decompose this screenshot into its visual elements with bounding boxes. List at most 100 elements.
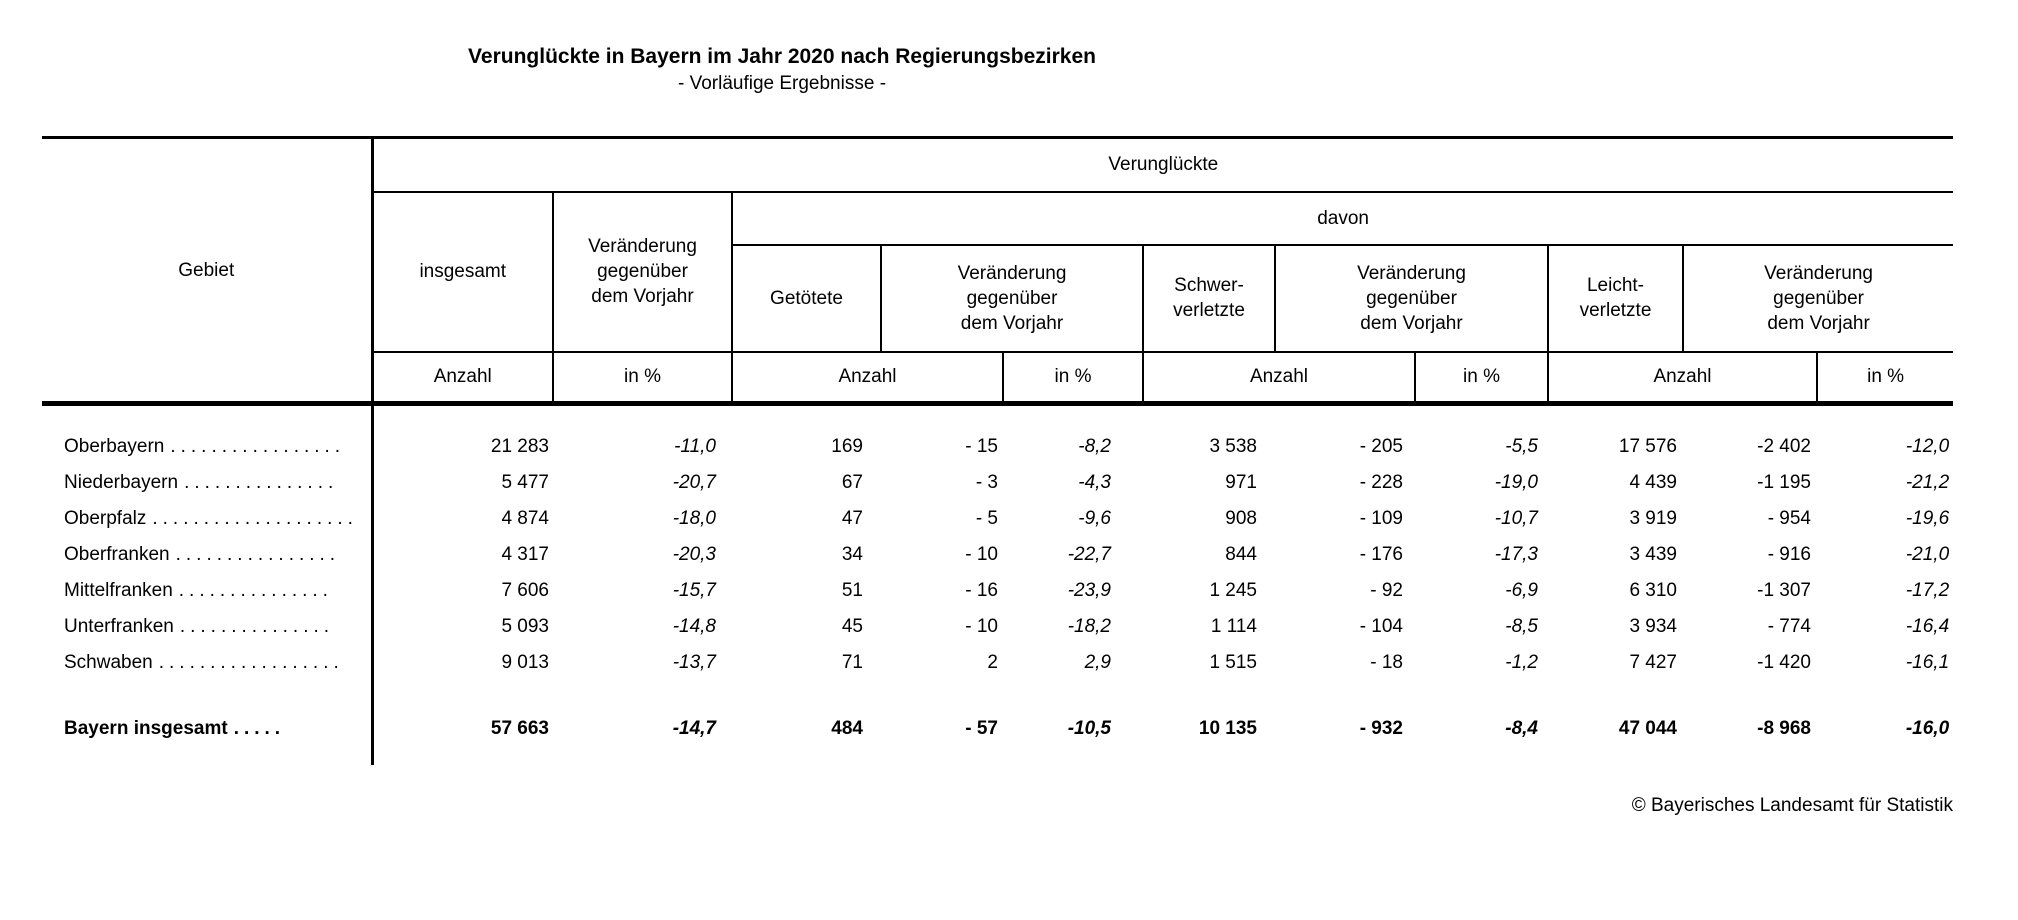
value-cell: -16,4	[1905, 615, 1950, 637]
value-cell: -6,9	[1505, 579, 1538, 601]
value-cell: 4 317	[501, 543, 549, 565]
value-cell: 908	[1225, 507, 1257, 529]
value-cell: 17 576	[1618, 435, 1677, 457]
header-prozent-schwerverletzte: in %	[1415, 351, 1549, 406]
value-cell: - 92	[1370, 579, 1403, 601]
value-cell: -19,0	[1494, 471, 1538, 493]
value-cell: -11,0	[674, 435, 716, 457]
value-cell: 7 427	[1629, 651, 1677, 673]
region-cell: Schwaben..................	[42, 644, 374, 681]
region-cell: Mittelfranken...............	[42, 572, 374, 609]
dot-leader: ....................	[152, 507, 358, 529]
value-cell: -12,0	[1905, 435, 1950, 457]
value-cell: -18,0	[672, 507, 716, 529]
header-veraenderung-getoetete: Veränderung gegenüber dem Vorjahr	[881, 244, 1144, 353]
header-davon: davon	[732, 191, 1954, 246]
value-cell: -22,7	[1067, 543, 1111, 565]
header-anzahl-schwerverletzte: Anzahl	[1143, 351, 1416, 406]
dot-leader: ...............	[184, 471, 339, 493]
value-cell: - 954	[1767, 507, 1811, 529]
value-cell: 4 439	[1629, 471, 1677, 493]
value-cell: 169	[831, 435, 863, 457]
value-cell: -10,7	[1494, 507, 1538, 529]
value-cell: - 916	[1767, 543, 1811, 565]
header-anzahl-getoetete: Anzahl	[732, 351, 1004, 406]
value-cell: -1,2	[1505, 651, 1538, 673]
value-cell: -1 307	[1757, 579, 1811, 601]
region-label: Niederbayern	[64, 471, 179, 493]
region-cell: Unterfranken...............	[42, 608, 374, 645]
spacer-cell	[372, 681, 1953, 709]
value-cell: -17,3	[1494, 543, 1538, 565]
value-cell: -14,7	[672, 717, 716, 739]
value-cell: - 10	[965, 615, 998, 637]
dot-leader: ................	[175, 543, 341, 565]
value-cell: -21,2	[1905, 471, 1950, 493]
value-cell: 67	[841, 471, 863, 493]
title-block: Verunglückte in Bayern im Jahr 2020 nach…	[42, 44, 1522, 98]
page-subtitle: - Vorläufige Ergebnisse -	[677, 73, 887, 94]
value-cell: 71	[841, 651, 863, 673]
header-prozent-insgesamt: in %	[553, 351, 733, 406]
header-veraenderung-schwerverletzte: Veränderung gegenüber dem Vorjahr	[1275, 244, 1549, 353]
header-anzahl-leichtverletzte: Anzahl	[1548, 351, 1818, 406]
value-cell: 1 114	[1210, 615, 1257, 637]
value-cell: - 774	[1767, 615, 1811, 637]
value-cell: 34	[841, 543, 863, 565]
value-cell: 6 310	[1629, 579, 1677, 601]
table-row: Schwaben.................. 9 013 -13,7 71 2 2…	[42, 644, 1953, 681]
value-cell: 844	[1225, 543, 1257, 565]
value-cell: -17,2	[1905, 579, 1950, 601]
value-cell: -4,3	[1078, 471, 1111, 493]
value-cell: 3 934	[1629, 615, 1677, 637]
value-cell: 1 245	[1209, 579, 1257, 601]
value-cell: 5 093	[501, 615, 549, 637]
value-cell: 10 135	[1198, 717, 1257, 739]
header-prozent-getoetete: in %	[1003, 351, 1144, 406]
region-label: Oberpfalz	[64, 507, 147, 529]
value-cell: -20,7	[672, 471, 716, 493]
spacer-cell	[372, 749, 1953, 765]
value-cell: -23,9	[1067, 579, 1111, 601]
value-cell: -21,0	[1905, 543, 1950, 565]
value-cell: -1 195	[1757, 471, 1811, 493]
header-getoetete: Getötete	[732, 244, 882, 353]
value-cell: - 57	[965, 717, 998, 739]
spacer-row	[42, 403, 1953, 429]
header-prozent-leichtverletzte: in %	[1817, 351, 1954, 406]
value-cell: -19,6	[1905, 507, 1950, 529]
table-row: Mittelfranken............... 7 606 -15,7 51…	[42, 572, 1953, 609]
value-cell: -20,3	[672, 543, 716, 565]
value-cell: -10,5	[1067, 717, 1111, 739]
value-cell: 7 606	[501, 579, 549, 601]
spacer-cell	[42, 680, 374, 709]
region-label: Oberfranken	[64, 543, 170, 565]
region-cell: Bayern insgesamt.....	[42, 708, 374, 749]
table-row: Oberfranken................ 4 317 -20,3 34 -…	[42, 536, 1953, 573]
value-cell: 971	[1225, 471, 1257, 493]
region-cell: Niederbayern...............	[42, 464, 374, 501]
spacer-cell	[372, 404, 1953, 429]
table-row: Niederbayern............... 5 477 -20,7 67 -…	[42, 464, 1953, 501]
value-cell: -9,6	[1078, 507, 1111, 529]
table-body: Oberbayern................. 21 283 -11,0 16…	[42, 403, 1953, 765]
region-label: Mittelfranken	[64, 579, 173, 601]
value-cell: - 15	[965, 435, 998, 457]
region-label: Bayern insgesamt	[64, 717, 228, 739]
value-cell: 51	[841, 579, 863, 601]
dot-leader: ...............	[179, 615, 335, 637]
region-label: Unterfranken	[64, 615, 174, 637]
value-cell: - 10	[965, 543, 998, 565]
statistics-table: Gebiet Verunglückte insgesamt Veränderun…	[42, 136, 1954, 765]
value-cell: -5,5	[1505, 435, 1538, 457]
value-cell: -8 968	[1757, 717, 1811, 739]
region-label: Schwaben	[64, 651, 153, 673]
value-cell: - 109	[1359, 507, 1403, 529]
dot-leader: ...............	[178, 579, 333, 601]
region-cell: Oberpfalz....................	[42, 500, 374, 537]
dot-leader: .....	[233, 717, 286, 739]
value-cell: - 176	[1359, 543, 1403, 565]
value-cell: 5 477	[501, 471, 549, 493]
dot-leader: ..................	[158, 651, 344, 673]
